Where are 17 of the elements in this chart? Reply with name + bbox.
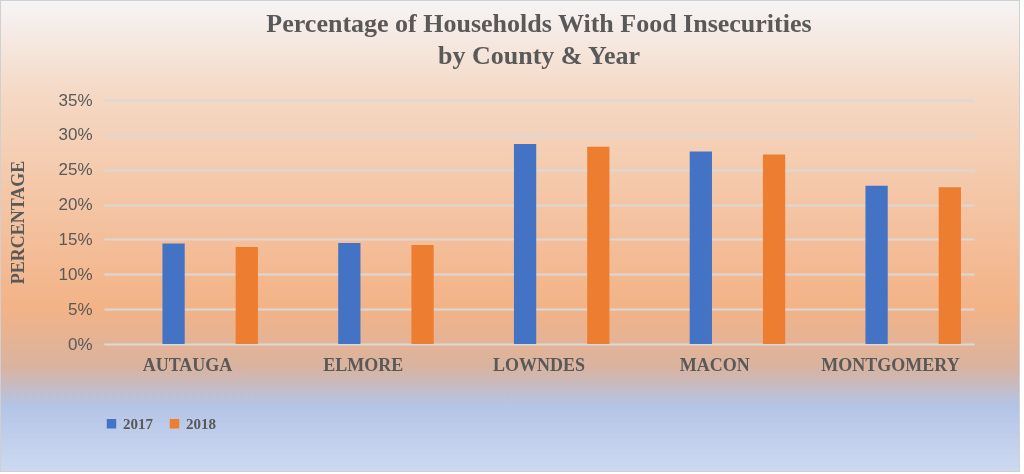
x-tick-label: ELMORE xyxy=(323,354,404,375)
x-tick-label: AUTAUGA xyxy=(142,354,233,375)
x-tick-label: LOWNDES xyxy=(492,354,586,375)
y-tick-label: 5% xyxy=(67,299,93,319)
y-tick-label: 20% xyxy=(58,195,93,215)
y-tick-label: 15% xyxy=(58,229,93,249)
y-tick-label: 35% xyxy=(58,90,93,110)
y-tick-label: 10% xyxy=(58,264,93,284)
y-tick-label: 25% xyxy=(58,160,93,180)
x-tick-label: MACON xyxy=(679,354,750,375)
y-axis-title: PERCENTAGE xyxy=(8,160,29,285)
y-tick-label: 0% xyxy=(67,334,93,354)
chart-title: Percentage of Households With Food Insecurities by County & Year xyxy=(266,9,812,70)
legend-label: 2017 xyxy=(123,415,154,432)
y-tick-label: 30% xyxy=(58,125,93,145)
legend-label: 2018 xyxy=(186,415,216,432)
x-tick-label: MONTGOMERY xyxy=(821,354,960,375)
